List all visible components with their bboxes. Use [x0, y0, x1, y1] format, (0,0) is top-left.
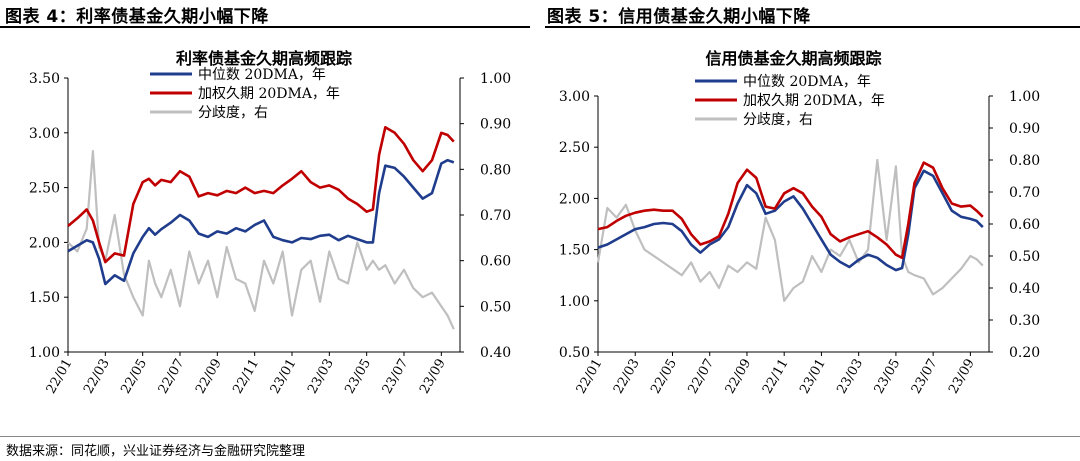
left-tick-label: 2.00 [29, 235, 60, 251]
right-tick-label: 0.50 [480, 299, 511, 315]
right-tick-label: 1.00 [480, 71, 511, 87]
right-tick-label: 0.90 [1009, 121, 1040, 137]
source-note: 数据来源：同花顺，兴业证券经济与金融研究院整理 [6, 444, 306, 459]
right-tick-label: 0.80 [480, 162, 511, 178]
right-tick-label: 0.40 [480, 345, 511, 361]
right-tick-label: 0.60 [1009, 217, 1040, 233]
series-line-0 [597, 169, 984, 272]
footer-rule [0, 436, 1080, 437]
legend-label: 加权久期 20DMA，年 [743, 93, 885, 109]
left-tick-label: 2.50 [29, 181, 60, 197]
right-tick-label: 0.90 [480, 117, 511, 133]
left-tick-label: 1.50 [559, 243, 590, 259]
chart-title: 利率债基金久期高频跟踪 [176, 49, 352, 68]
right-tick-label: 1.00 [1009, 89, 1040, 105]
x-tick-label: 22/07 [685, 357, 717, 397]
right-tick-label: 0.70 [480, 208, 511, 224]
x-tick-label: 22/07 [156, 357, 188, 397]
left-tick-label: 2.50 [559, 140, 590, 156]
left-tick-label: 3.00 [559, 89, 590, 105]
legend-label: 分歧度，右 [743, 112, 813, 128]
x-tick-label: 22/11 [230, 357, 262, 397]
duration-chart-credit-bond-funds: 信用债基金久期高频跟踪 0.50 1.00 1.50 2.00 2.50 3.00 0.20 0… [559, 49, 1040, 397]
series-line-1 [67, 126, 455, 264]
left-tick-label: 1.00 [29, 345, 60, 361]
right-tick-label: 0.20 [1009, 345, 1040, 361]
x-tick-label: 22/09 [193, 357, 225, 397]
right-tick-label: 0.40 [1009, 281, 1040, 297]
x-tick-label: 23/01 [268, 357, 300, 397]
x-tick-label: 22/05 [118, 357, 150, 397]
series-line-0 [67, 158, 455, 286]
x-tick-label: 22/05 [648, 357, 680, 397]
series-line-1 [597, 161, 984, 260]
x-tick-label: 22/03 [81, 357, 113, 397]
left-tick-label: 0.50 [559, 345, 590, 361]
x-tick-label: 23/03 [305, 357, 337, 397]
x-tick-label: 22/01 [44, 357, 76, 397]
x-tick-label: 23/03 [834, 357, 866, 397]
x-tick-label: 23/09 [946, 357, 978, 397]
x-tick-label: 22/11 [760, 357, 792, 397]
legend-label: 中位数 20DMA，年 [743, 74, 871, 90]
figure-4-title: 图表 4：利率债基金久期小幅下降 [5, 7, 269, 27]
x-tick-label: 23/05 [872, 357, 904, 397]
right-tick-label: 0.80 [1009, 153, 1040, 169]
left-tick-label: 1.50 [29, 290, 60, 306]
x-tick-label: 22/03 [611, 357, 643, 397]
series-line-2 [67, 150, 455, 330]
left-tick-label: 3.50 [29, 71, 60, 87]
chart-title: 信用债基金久期高频跟踪 [705, 49, 881, 68]
x-tick-label: 22/01 [574, 357, 606, 397]
left-tick-label: 1.00 [559, 294, 590, 310]
legend-label: 分歧度，右 [198, 105, 268, 121]
figure-5-title-rule [545, 26, 1080, 28]
right-tick-label: 0.70 [1009, 185, 1040, 201]
x-tick-label: 23/01 [797, 357, 829, 397]
left-tick-label: 2.00 [559, 191, 590, 207]
right-tick-label: 0.50 [1009, 249, 1040, 265]
right-tick-label: 0.60 [480, 254, 511, 270]
right-tick-label: 0.30 [1009, 313, 1040, 329]
x-tick-label: 23/09 [417, 357, 449, 397]
legend-label: 加权久期 20DMA，年 [198, 86, 340, 102]
figure-5-title: 图表 5：信用债基金久期小幅下降 [547, 7, 811, 27]
figure-4-title-rule [0, 26, 530, 28]
x-tick-label: 23/07 [380, 357, 412, 397]
series-line-2 [596, 158, 984, 302]
duration-chart-rate-bond-funds: 利率债基金久期高频跟踪 1.00 1.50 2.00 2.50 3.00 3.50 0.40 0… [29, 49, 511, 397]
x-tick-label: 23/05 [342, 357, 374, 397]
x-tick-label: 22/09 [723, 357, 755, 397]
left-tick-label: 3.00 [29, 126, 60, 142]
x-tick-label: 23/07 [909, 357, 941, 397]
legend-label: 中位数 20DMA，年 [198, 67, 326, 83]
